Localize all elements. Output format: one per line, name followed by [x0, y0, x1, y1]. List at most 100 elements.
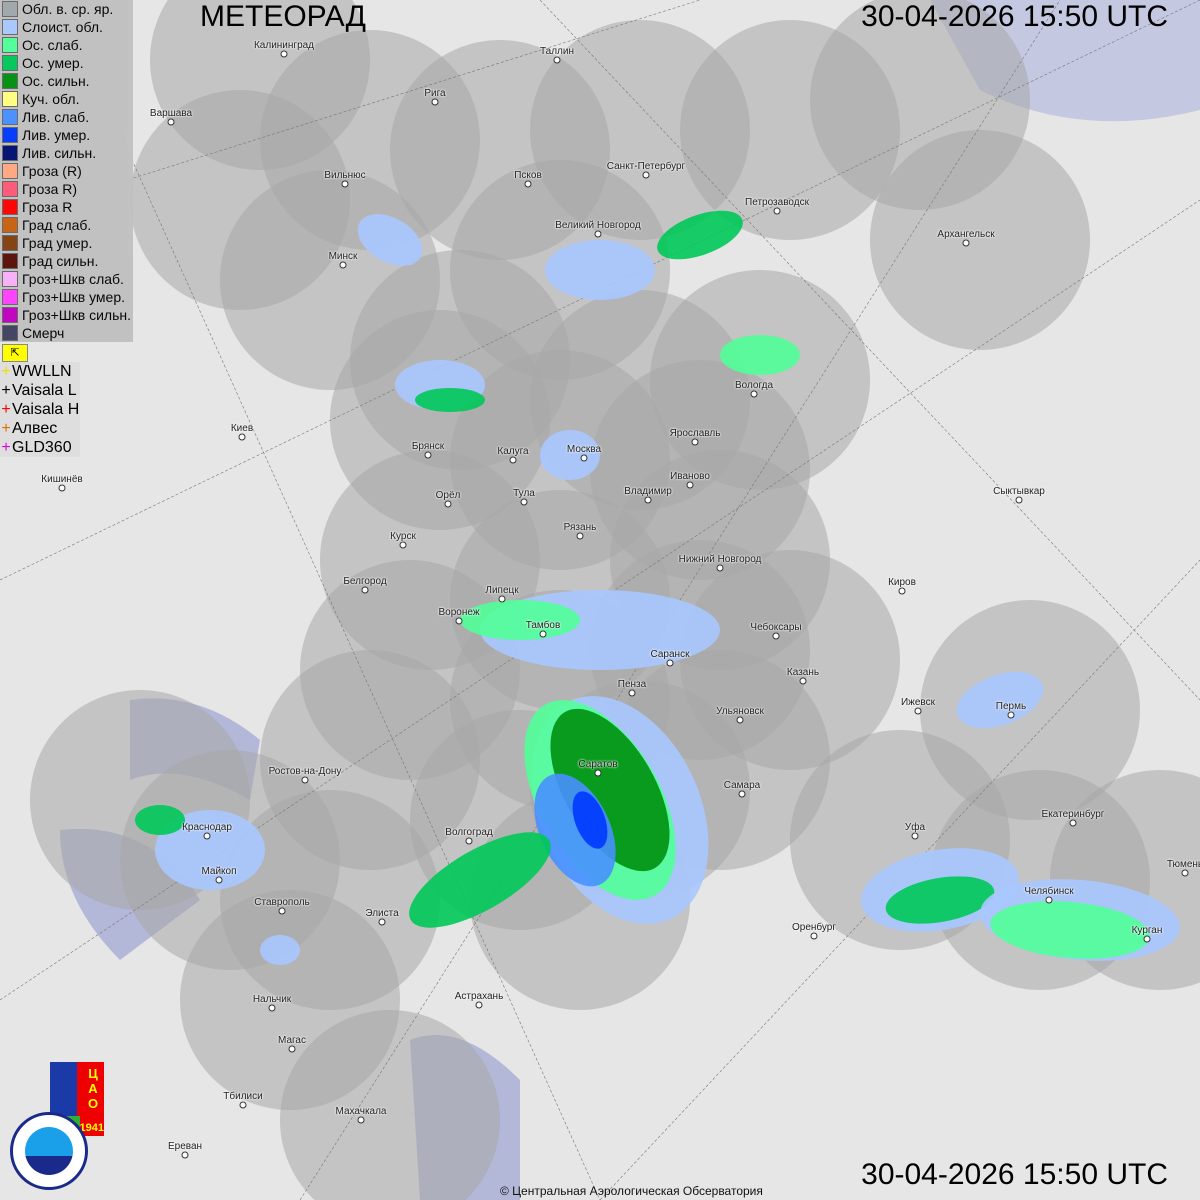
- city-label: Пермь: [995, 701, 1027, 712]
- legend-swatch: [2, 55, 18, 71]
- lightning-cross-icon: +: [1, 438, 11, 456]
- city-marker: [738, 790, 746, 798]
- city-label: Вильнюс: [324, 170, 366, 181]
- legend-item: Обл. в. ср. яр.: [0, 0, 133, 18]
- city-marker: [520, 498, 528, 506]
- legend-item: Гроз+Шкв умер.: [0, 288, 133, 306]
- legend-swatch: [2, 181, 18, 197]
- legend-item: Смерч: [0, 324, 133, 342]
- legend-swatch: [2, 253, 18, 269]
- lightning-cross-icon: +: [1, 362, 11, 380]
- legend-item: Гроза R): [0, 180, 133, 198]
- legend-swatch: [2, 235, 18, 251]
- legend-label: Ос. сильн.: [22, 73, 90, 89]
- precipitation-area: [720, 335, 800, 375]
- legend-item: Лив. слаб.: [0, 108, 133, 126]
- lightning-label: Vaisala L: [12, 381, 77, 399]
- precipitation-area: [409, 832, 551, 928]
- lightning-legend-item: + Vaisala L: [0, 381, 80, 400]
- legend-label: Гроз+Шкв умер.: [22, 289, 126, 305]
- legend-item: Гроза (R): [0, 162, 133, 180]
- legend-swatch: [2, 217, 18, 233]
- city-label: Махачкала: [335, 1106, 387, 1117]
- city-label: Киев: [230, 423, 254, 434]
- precipitation-area: [956, 671, 1044, 729]
- legend-swatch: [2, 19, 18, 35]
- city-label: Астрахань: [454, 991, 504, 1002]
- lightning-cross-icon: +: [1, 400, 11, 418]
- city-marker: [642, 171, 650, 179]
- legend-label: Град слаб.: [22, 217, 92, 233]
- legend-item: Гроз+Шкв сильн.: [0, 306, 133, 324]
- city-marker: [203, 832, 211, 840]
- city-marker: [1015, 496, 1023, 504]
- precipitation-area: [260, 935, 300, 965]
- city-marker: [357, 1116, 365, 1124]
- city-label: Волгоград: [445, 827, 493, 838]
- lightning-label: Vaisala H: [12, 400, 80, 418]
- city-marker: [1143, 935, 1151, 943]
- precipitation-area: [155, 810, 265, 890]
- city-marker: [431, 98, 439, 106]
- legend-item: Гроза R: [0, 198, 133, 216]
- precipitation-legend: Обл. в. ср. яр. Слоист. обл. Ос. слаб. Ос. …: [0, 0, 133, 342]
- city-label: Воронеж: [438, 607, 480, 618]
- city-marker: [914, 707, 922, 715]
- legend-item: Град умер.: [0, 234, 133, 252]
- city-label: Ростов-на-Дону: [268, 766, 342, 777]
- city-marker: [1181, 869, 1189, 877]
- flag-arrow-icon[interactable]: ⇱: [2, 344, 28, 362]
- city-label: Саранск: [650, 649, 690, 660]
- city-marker: [288, 1045, 296, 1053]
- city-label: Оренбург: [791, 922, 837, 933]
- copyright: © Центральная Аэрологическая Обсерватори…: [500, 1184, 763, 1198]
- precipitation-area: [545, 240, 655, 300]
- legend-label: Куч. обл.: [22, 91, 80, 107]
- city-label: Тамбов: [525, 620, 561, 631]
- precipitation-area: [357, 214, 423, 266]
- city-marker: [239, 1101, 247, 1109]
- lightning-legend: + WWLLN + Vaisala L + Vaisala H + Алвес + GLD360: [0, 362, 80, 457]
- city-label: Магас: [278, 1035, 306, 1046]
- city-label: Краснодар: [182, 822, 232, 833]
- city-label: Таллин: [540, 46, 574, 57]
- legend-item: Куч. обл.: [0, 90, 133, 108]
- legend-label: Гроза R): [22, 181, 78, 197]
- legend-swatch: [2, 127, 18, 143]
- city-label: Курган: [1131, 925, 1163, 936]
- city-marker: [539, 630, 547, 638]
- lightning-label: Алвес: [12, 419, 58, 437]
- legend-swatch: [2, 109, 18, 125]
- city-label: Калуга: [497, 446, 529, 457]
- city-label: Курск: [390, 531, 416, 542]
- city-label: Нижний Новгород: [678, 554, 762, 565]
- legend-item: Слоист. обл.: [0, 18, 133, 36]
- legend-label: Гроз+Шкв слаб.: [22, 271, 124, 287]
- legend-item: Ос. умер.: [0, 54, 133, 72]
- app-title: МЕТЕОРАД: [200, 0, 366, 33]
- city-label: Нальчик: [252, 994, 292, 1005]
- legend-label: Ос. слаб.: [22, 37, 83, 53]
- city-marker: [686, 481, 694, 489]
- radar-coverage: [870, 130, 1090, 350]
- city-marker: [341, 180, 349, 188]
- lightning-label: GLD360: [12, 438, 72, 456]
- city-label: Минск: [328, 251, 358, 262]
- city-marker: [509, 456, 517, 464]
- city-marker: [301, 776, 309, 784]
- lightning-legend-item: + Vaisala H: [0, 400, 80, 419]
- graticule-line: [59, 0, 601, 1200]
- lightning-label: WWLLN: [12, 362, 72, 380]
- radar-coverage: [280, 1010, 500, 1200]
- city-label: Орёл: [435, 490, 461, 501]
- city-label: Белгород: [343, 576, 387, 587]
- city-label: Екатеринбург: [1041, 809, 1105, 820]
- city-label: Рига: [424, 88, 446, 99]
- city-marker: [444, 500, 452, 508]
- graticule-line: [299, 0, 1061, 1200]
- city-label: Пенза: [617, 679, 647, 690]
- city-marker: [215, 876, 223, 884]
- city-marker: [799, 677, 807, 685]
- city-marker: [628, 689, 636, 697]
